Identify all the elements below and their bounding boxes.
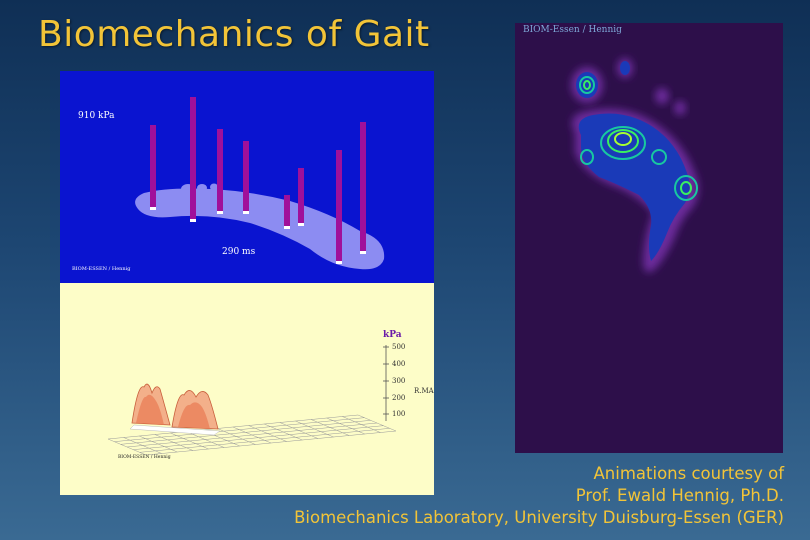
pressure-bar bbox=[284, 195, 290, 226]
pressure-bar-base bbox=[217, 211, 223, 214]
pressure-bar bbox=[336, 150, 342, 261]
axis-tick-100: 100 bbox=[392, 410, 406, 418]
pressure-bar-base bbox=[298, 223, 304, 226]
heatmap-graphic bbox=[571, 58, 699, 273]
axis-unit-label: kPa bbox=[383, 330, 402, 340]
pressure-bar bbox=[217, 129, 223, 211]
pressure-peaks bbox=[129, 383, 221, 436]
footprint-shape bbox=[135, 183, 385, 270]
credit-line-2: Prof. Ewald Hennig, Ph.D. bbox=[575, 486, 784, 505]
peak-pressure-label: 910 kPa bbox=[78, 111, 115, 121]
axis-tick-500: 500 bbox=[392, 343, 406, 351]
credit-line-1: Animations courtesy of bbox=[593, 464, 785, 483]
pressure-surface-plot: kPa 500 400 300 200 100 R.MA BIOM-ESSEN … bbox=[60, 283, 434, 495]
pressure-axis bbox=[383, 345, 389, 421]
pressure-bar bbox=[190, 97, 196, 219]
axis-tick-200: 200 bbox=[392, 394, 406, 402]
pressure-bar bbox=[298, 168, 304, 223]
pressure-bar bbox=[360, 122, 366, 251]
pressure-bar-base bbox=[190, 219, 196, 222]
pressure-bar-animation: 910 kPa 290 ms BIOM-ESSEN / Hennig bbox=[60, 71, 434, 283]
pressure-heatmap: BIOM-Essen / Hennig bbox=[515, 23, 783, 453]
slide-title: Biomechanics of Gait bbox=[38, 14, 430, 55]
pressure-bar-base bbox=[243, 211, 249, 214]
pressure-hotspots bbox=[579, 76, 698, 201]
foot-outline bbox=[571, 58, 699, 273]
axis-tick-400: 400 bbox=[392, 360, 406, 368]
pressure-bar bbox=[243, 141, 249, 211]
side-label: R.MA bbox=[414, 387, 434, 395]
watermark-heatmap: BIOM-Essen / Hennig bbox=[523, 25, 622, 35]
pressure-bar-base bbox=[360, 251, 366, 254]
watermark-bottom-left: BIOM-ESSEN / Hennig bbox=[118, 455, 171, 460]
pressure-bar-base bbox=[284, 226, 290, 229]
pressure-bar-base bbox=[150, 207, 156, 210]
watermark-top-left: BIOM-ESSEN / Hennig bbox=[72, 266, 131, 272]
pressure-bar bbox=[150, 125, 156, 207]
pressure-bar-base bbox=[336, 261, 342, 264]
time-label: 290 ms bbox=[222, 247, 256, 257]
surface-graphic bbox=[107, 345, 397, 456]
axis-tick-300: 300 bbox=[392, 377, 406, 385]
credit-line-3: Biomechanics Laboratory, University Duis… bbox=[294, 508, 784, 527]
footprint-bar-graphic bbox=[135, 97, 385, 270]
credits: Animations courtesy of Prof. Ewald Henni… bbox=[294, 463, 784, 529]
